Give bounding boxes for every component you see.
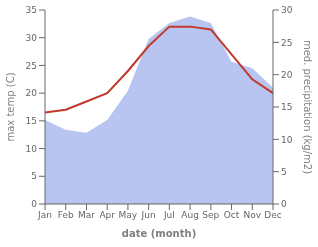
svg-text:0: 0 <box>281 199 287 209</box>
svg-text:max temp (C): max temp (C) <box>8 72 16 141</box>
svg-text:Jan: Jan <box>37 210 52 220</box>
svg-text:25: 25 <box>26 61 37 71</box>
svg-text:Jun: Jun <box>141 210 156 220</box>
svg-text:30: 30 <box>26 33 38 43</box>
svg-text:Sep: Sep <box>202 210 219 220</box>
svg-text:Oct: Oct <box>224 210 240 220</box>
svg-text:5: 5 <box>281 167 287 177</box>
svg-text:Aug: Aug <box>181 210 199 220</box>
svg-text:20: 20 <box>281 70 293 80</box>
svg-text:Apr: Apr <box>99 210 115 220</box>
svg-text:May: May <box>119 210 138 220</box>
svg-text:30: 30 <box>281 5 293 15</box>
svg-text:15: 15 <box>26 116 37 126</box>
svg-text:25: 25 <box>281 38 292 48</box>
svg-text:Nov: Nov <box>243 210 261 220</box>
svg-text:10: 10 <box>26 144 38 154</box>
svg-text:med. precipitation (kg/m2): med. precipitation (kg/m2) <box>302 40 310 174</box>
svg-text:15: 15 <box>281 102 292 112</box>
svg-text:10: 10 <box>281 135 293 145</box>
svg-text:Feb: Feb <box>58 210 74 220</box>
svg-text:5: 5 <box>31 171 37 181</box>
svg-text:Jul: Jul <box>163 210 175 220</box>
svg-text:Dec: Dec <box>264 210 281 220</box>
svg-text:35: 35 <box>26 5 37 15</box>
svg-text:0: 0 <box>31 199 37 209</box>
svg-text:Mar: Mar <box>78 210 95 220</box>
svg-text:20: 20 <box>26 88 38 98</box>
svg-text:date (month): date (month) <box>122 228 196 239</box>
